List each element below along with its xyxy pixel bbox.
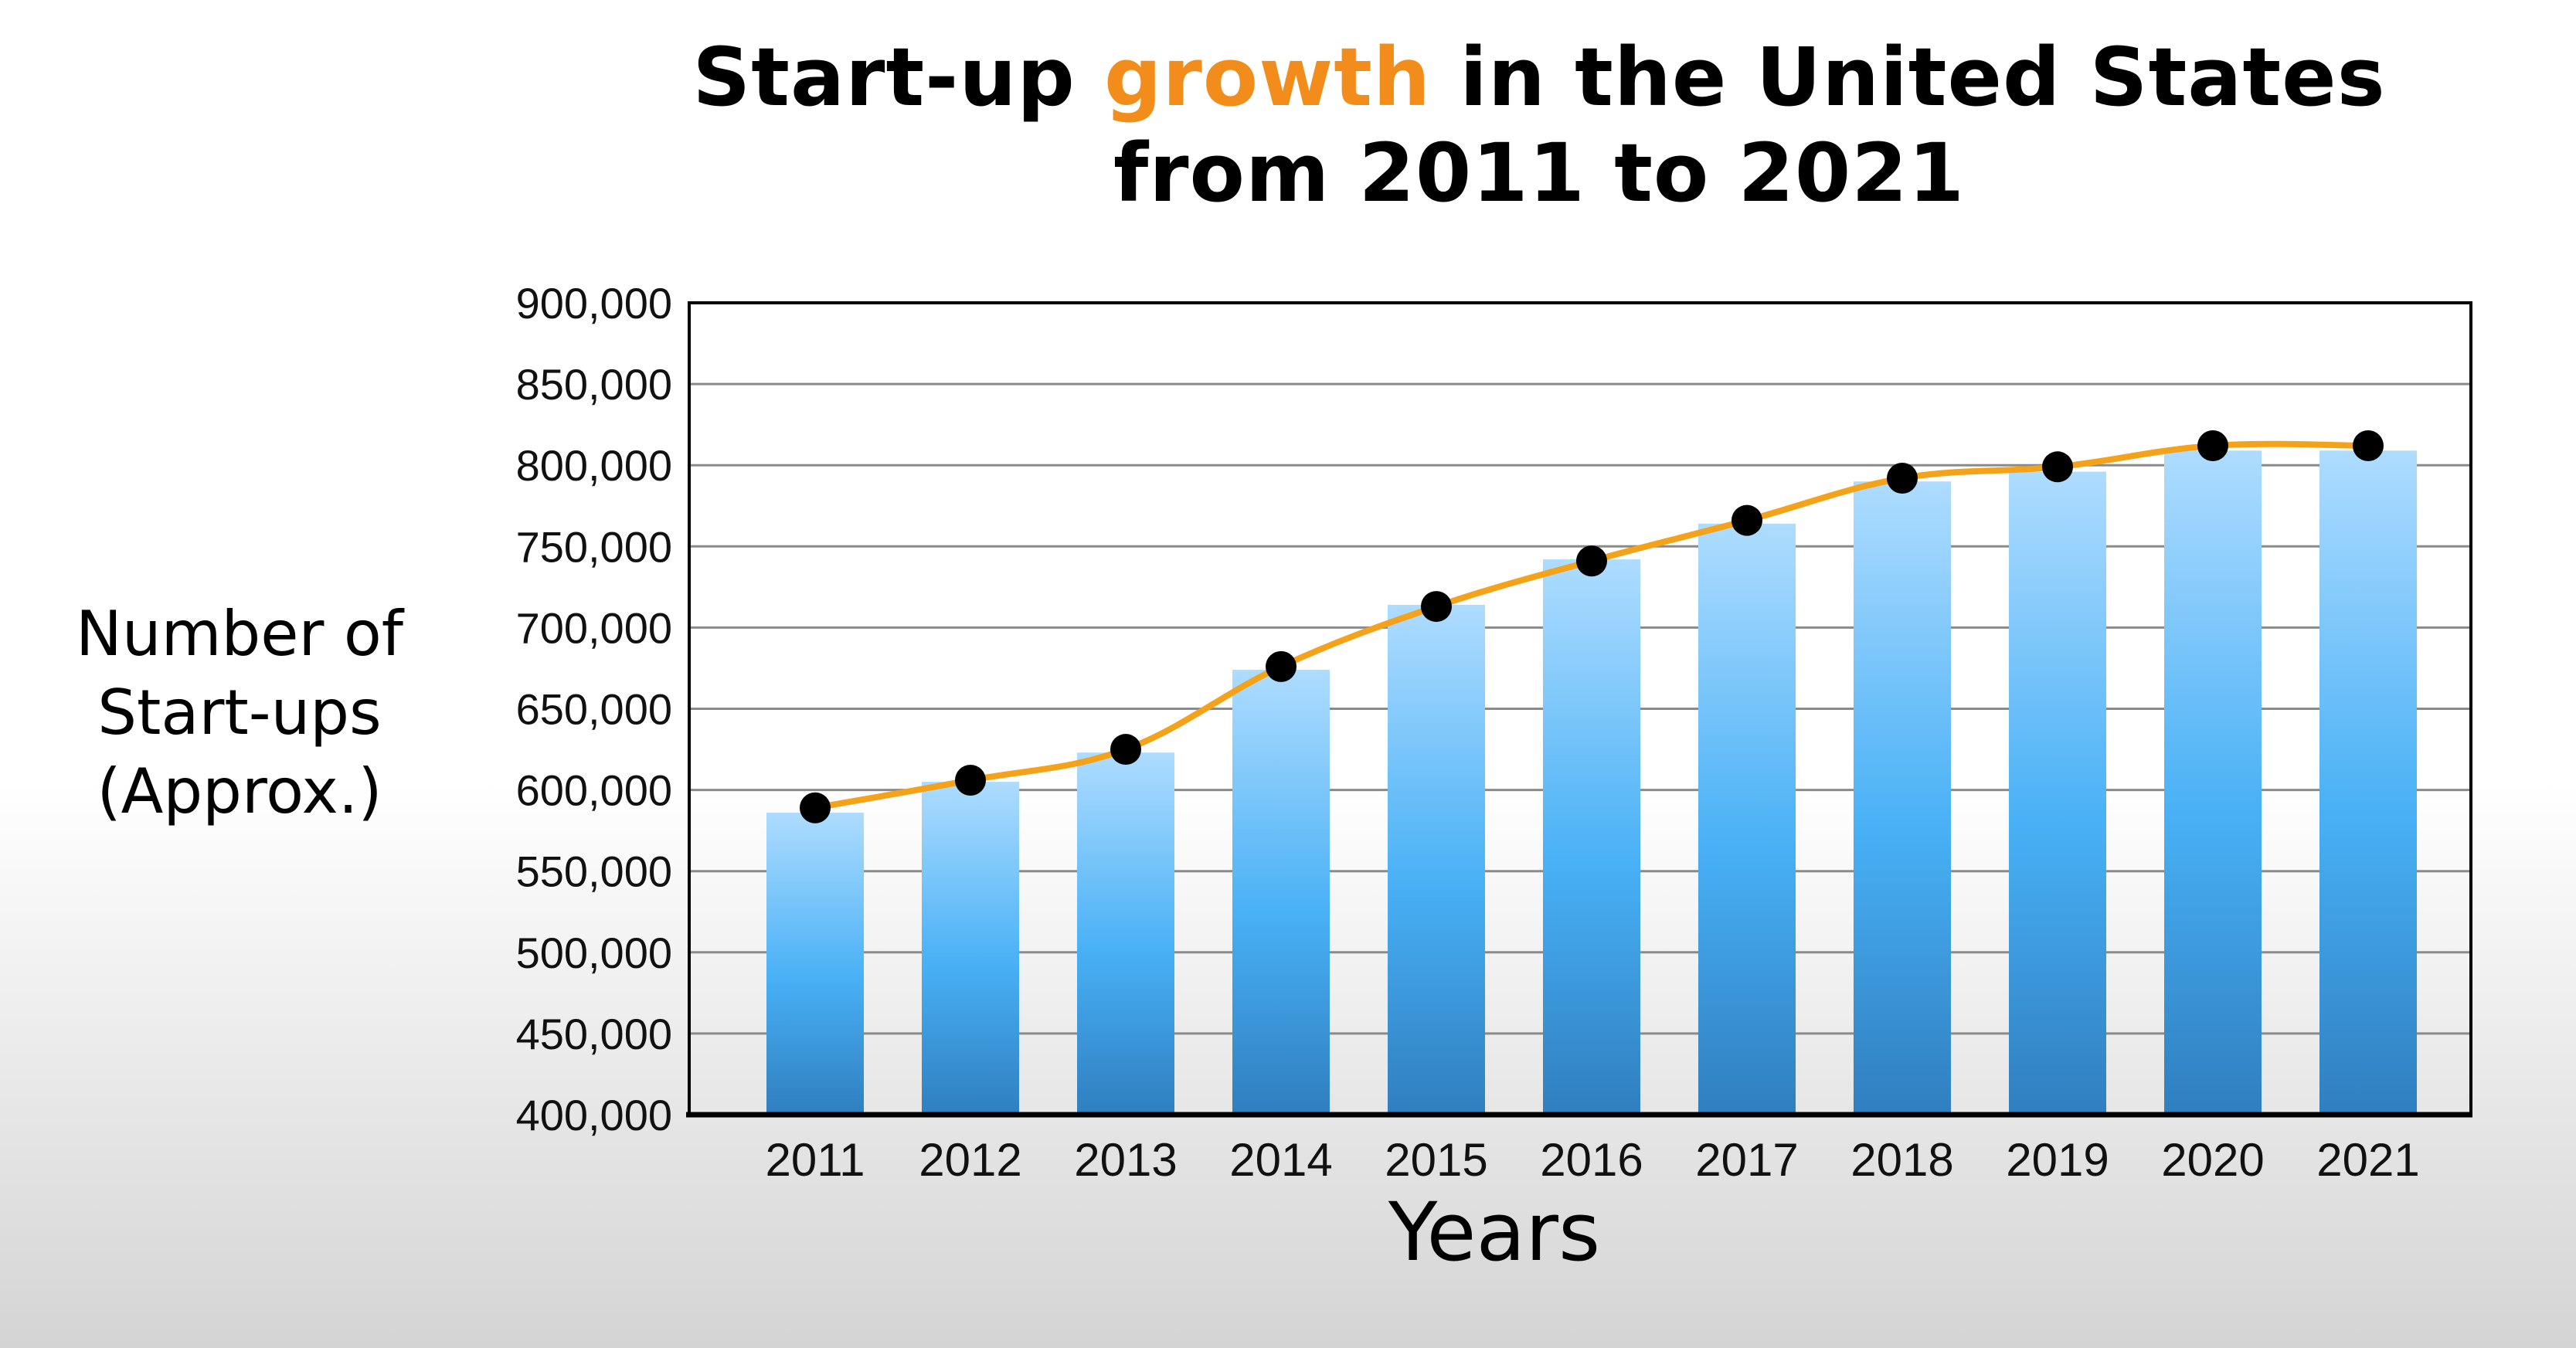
bar-2020 xyxy=(2164,450,2262,1115)
y-tick-label: 700,000 xyxy=(516,603,672,652)
y-axis-label-line-1: Number of xyxy=(76,598,403,670)
point-2017 xyxy=(1731,504,1762,536)
y-tick-label: 600,000 xyxy=(516,766,672,815)
x-tick-label: 2016 xyxy=(1540,1134,1643,1186)
bar-2012 xyxy=(922,782,1019,1115)
x-tick-label: 2017 xyxy=(1695,1134,1798,1186)
bar-2017 xyxy=(1698,523,1796,1115)
x-tick-label: 2014 xyxy=(1229,1134,1332,1186)
y-tick-label: 850,000 xyxy=(516,360,672,409)
point-2021 xyxy=(2353,430,2384,461)
title-part-3: in the United States xyxy=(1431,30,2386,124)
point-2014 xyxy=(1266,650,1296,682)
bar-2021 xyxy=(2319,450,2417,1115)
title-part-1: Start-up xyxy=(692,30,1105,124)
x-tick-label: 2012 xyxy=(919,1134,1021,1186)
y-tick-label: 800,000 xyxy=(516,441,672,490)
point-2016 xyxy=(1576,545,1607,577)
y-tick-label: 450,000 xyxy=(516,1010,672,1058)
bar-2013 xyxy=(1077,752,1174,1115)
x-tick-label: 2015 xyxy=(1385,1134,1487,1186)
x-tick-label: 2011 xyxy=(765,1134,865,1186)
x-axis-label: Years xyxy=(1388,1185,1601,1279)
y-tick-label: 750,000 xyxy=(516,522,672,571)
y-axis-label: Number of Start-ups (Approx.) xyxy=(23,595,456,831)
bar-2019 xyxy=(2009,471,2106,1115)
x-tick-label: 2020 xyxy=(2161,1134,2264,1186)
bar-2011 xyxy=(766,813,864,1115)
y-tick-labels: 400,000 450,000 500,000 550,000 600,000 650,0… xyxy=(516,279,672,1139)
point-2015 xyxy=(1421,591,1452,623)
point-2020 xyxy=(2197,430,2228,461)
y-tick-label: 500,000 xyxy=(516,929,672,977)
bar-2016 xyxy=(1543,559,1640,1115)
x-tick-label: 2021 xyxy=(2316,1134,2419,1186)
x-tick-label: 2018 xyxy=(1850,1134,1953,1186)
trend-points xyxy=(800,430,2384,823)
chart-title-line-1: Start-up growth in the United States xyxy=(502,29,2576,125)
y-axis-label-line-3: (Approx.) xyxy=(97,755,382,827)
bar-2015 xyxy=(1388,604,1485,1115)
y-tick-label: 900,000 xyxy=(516,279,672,328)
point-2018 xyxy=(1887,463,1918,494)
point-2012 xyxy=(955,764,986,796)
title-accent-word: growth xyxy=(1104,30,1432,124)
y-tick-label: 400,000 xyxy=(516,1091,672,1139)
bar-2018 xyxy=(1854,481,1951,1115)
point-2013 xyxy=(1110,734,1141,766)
y-tick-label: 550,000 xyxy=(516,847,672,896)
y-axis-label-line-2: Start-ups xyxy=(97,677,382,749)
chart-title: Start-up growth in the United States fro… xyxy=(0,29,2576,221)
bar-2014 xyxy=(1232,670,1330,1115)
bars xyxy=(766,450,2417,1115)
x-tick-label: 2013 xyxy=(1074,1134,1177,1186)
y-tick-label: 650,000 xyxy=(516,685,672,734)
point-2011 xyxy=(800,792,831,823)
x-tick-label: 2019 xyxy=(2006,1134,2109,1186)
chart-title-line-2: from 2011 to 2021 xyxy=(1113,126,1966,220)
point-2019 xyxy=(2042,451,2073,483)
x-tick-labels: 2011 2012 2013 2014 2015 2016 2017 2018 2019 2020… xyxy=(765,1134,2419,1186)
